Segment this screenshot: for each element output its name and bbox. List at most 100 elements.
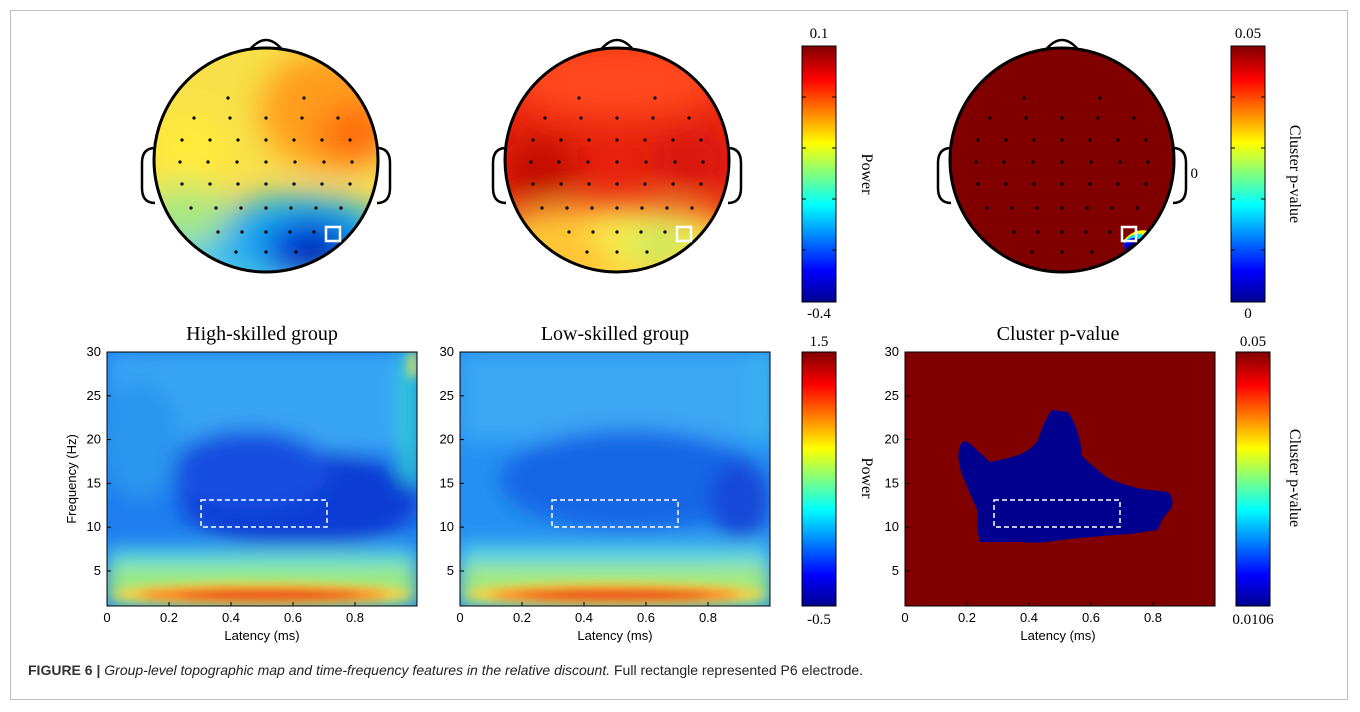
electrode-grid xyxy=(974,96,1150,254)
x-tick-label: 0 xyxy=(901,610,908,625)
electrode-dot xyxy=(1060,160,1064,164)
electrode-dot xyxy=(339,206,343,210)
electrode-dot xyxy=(1118,160,1122,164)
electrode-dot xyxy=(1010,206,1014,210)
y-tick-label: 20 xyxy=(87,432,101,447)
y-tick-label: 30 xyxy=(440,344,454,359)
x-tick-label: 0.6 xyxy=(1082,610,1100,625)
electrode-dot xyxy=(1002,160,1006,164)
y-tick-label: 25 xyxy=(440,388,454,403)
electrode-dot xyxy=(312,230,316,234)
electrode-dot xyxy=(1085,206,1089,210)
electrode-dot xyxy=(615,206,619,210)
electrode-dot xyxy=(643,138,647,142)
colorbar-title: Cluster p-value xyxy=(1286,125,1303,223)
y-tick-label: 15 xyxy=(440,475,454,490)
y-tick-label: 5 xyxy=(447,563,454,578)
electrode-dot xyxy=(644,160,648,164)
electrode-dot xyxy=(228,116,232,120)
electrode-dot xyxy=(1060,230,1064,234)
electrode-dot xyxy=(988,116,992,120)
caption-title: Group-level topographic map and time-fre… xyxy=(104,662,611,678)
colorbar-min-label: 0.0106 xyxy=(1232,612,1274,628)
x-tick-label: 0.4 xyxy=(575,610,593,625)
electrode-dot xyxy=(180,138,184,142)
electrode-dot xyxy=(336,116,340,120)
topomap-high-skilled xyxy=(140,38,392,274)
electrode-dot xyxy=(985,206,989,210)
colorbar-min-label: 0 xyxy=(1244,306,1252,322)
electrode-dot xyxy=(640,206,644,210)
electrode-dot xyxy=(639,230,643,234)
electrode-grid xyxy=(529,96,705,254)
y-tick-label: 15 xyxy=(885,475,899,490)
caption-figure-label: FIGURE 6 | xyxy=(28,662,101,678)
x-tick-label: 0.6 xyxy=(637,610,655,625)
head-outline xyxy=(503,46,731,274)
tf-heatmap xyxy=(460,352,770,606)
electrode-dot xyxy=(288,230,292,234)
electrode-dot xyxy=(1004,138,1008,142)
electrode-grid xyxy=(178,96,354,254)
electrode-dot xyxy=(1116,138,1120,142)
electrode-dot xyxy=(665,206,669,210)
electrode-dot xyxy=(559,182,563,186)
electrode-dot xyxy=(1110,206,1114,210)
electrode-dot xyxy=(1146,160,1150,164)
y-tick-label: 25 xyxy=(87,388,101,403)
y-tick-label: 5 xyxy=(892,563,899,578)
electrode-dot xyxy=(671,182,675,186)
axis-ticks: 0 0.2 0.4 0.6 0.8 30 25 20 15 10 5 xyxy=(87,344,365,625)
y-tick-label: 20 xyxy=(885,432,899,447)
left-ear-shape xyxy=(140,146,156,205)
x-tick-label: 0.8 xyxy=(346,610,364,625)
electrode-dot xyxy=(976,182,980,186)
electrode-dot xyxy=(320,182,324,186)
electrode-dot xyxy=(1098,96,1102,100)
electrode-dot xyxy=(348,138,352,142)
colorbar-ticks xyxy=(802,96,836,251)
right-ear-shape xyxy=(1172,146,1188,205)
electrode-dot xyxy=(178,160,182,164)
electrode-dot xyxy=(348,182,352,186)
x-tick-label: 0.4 xyxy=(1020,610,1038,625)
electrode-dot xyxy=(701,160,705,164)
electrode-dot xyxy=(615,250,619,254)
electrode-dot xyxy=(1012,230,1016,234)
electrode-dot xyxy=(264,138,268,142)
electrode-dot xyxy=(1135,206,1139,210)
electrode-dot xyxy=(189,206,193,210)
electrode-dot xyxy=(1116,182,1120,186)
electrode-dot xyxy=(294,250,298,254)
significant-cluster-region xyxy=(958,410,1173,543)
electrode-dot xyxy=(645,250,649,254)
electrode-dot xyxy=(236,138,240,142)
electrode-dot xyxy=(615,116,619,120)
electrode-dot xyxy=(653,96,657,100)
electrode-dot xyxy=(699,182,703,186)
electrode-dot xyxy=(214,206,218,210)
colorbar-mid-label: 0 xyxy=(1191,166,1199,182)
colorbar-max-label: 0.1 xyxy=(810,26,829,42)
electrode-dot xyxy=(1089,160,1093,164)
electrode-dot xyxy=(1030,250,1034,254)
y-tick-label: 20 xyxy=(440,432,454,447)
topomap-fill xyxy=(154,48,378,272)
electrode-dot xyxy=(531,138,535,142)
electrode-dot xyxy=(591,230,595,234)
electrode-dot xyxy=(300,116,304,120)
electrode-dot xyxy=(615,182,619,186)
electrode-dot xyxy=(974,160,978,164)
y-tick-label: 15 xyxy=(87,475,101,490)
electrode-dot xyxy=(615,160,619,164)
topomap-low-skilled xyxy=(491,38,743,274)
colorbar-title: Power xyxy=(858,458,875,500)
figure-frame xyxy=(10,10,1348,700)
electrode-dot xyxy=(234,250,238,254)
electrode-dot xyxy=(587,182,591,186)
electrode-dot xyxy=(577,96,581,100)
electrode-dot xyxy=(699,138,703,142)
electrode-dot xyxy=(557,160,561,164)
colorbar-max-label: 0.05 xyxy=(1240,334,1266,350)
electrode-dot xyxy=(529,160,533,164)
